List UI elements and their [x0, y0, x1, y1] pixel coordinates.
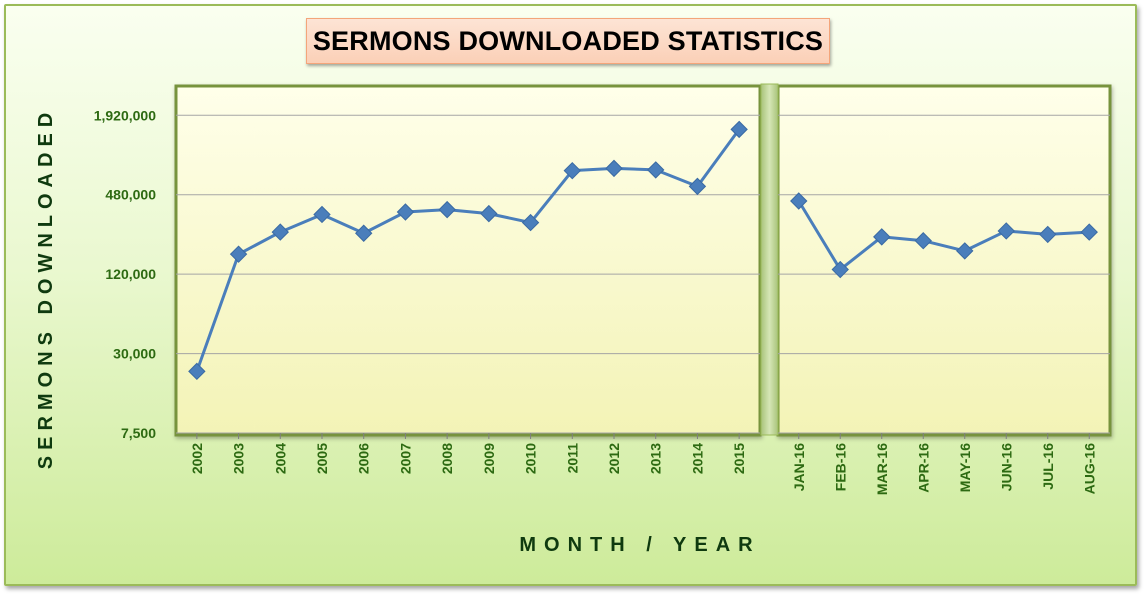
x-tick-label: MAR-16	[874, 443, 890, 495]
data-point-marker	[313, 205, 331, 224]
data-point-marker	[914, 232, 932, 250]
data-point-marker	[688, 177, 707, 196]
x-tick-label: 2005	[314, 443, 330, 474]
x-tick-label: JUL-16	[1040, 443, 1056, 490]
x-tick-label: 2010	[523, 443, 539, 474]
data-point-marker	[997, 222, 1015, 240]
x-tick-label: 2008	[439, 443, 455, 474]
data-point-marker	[271, 223, 289, 241]
x-tick-label: AUG-16	[1081, 443, 1097, 495]
y-tick-label: 30,000	[113, 346, 156, 362]
chart-title: SERMONS DOWNLOADED STATISTICS	[312, 25, 824, 56]
x-tick-label: 2012	[606, 443, 622, 474]
data-point-marker	[355, 224, 373, 242]
x-tick-label: JAN-16	[791, 443, 807, 491]
x-tick-label: 2011	[564, 443, 580, 474]
x-tick-labels: 2002 2003 2004 2005 2006 2007 2008 2009 2010 2011…	[189, 433, 1097, 495]
data-point-marker	[956, 242, 974, 260]
data-point-marker	[480, 204, 498, 223]
y-tick-label: 120,000	[105, 266, 156, 282]
x-tick-label: 2015	[731, 443, 747, 474]
plot-area-right	[776, 84, 1112, 437]
x-tick-label: 2002	[189, 443, 205, 474]
y-axis-title: SERMONS DOWNLOADED	[35, 107, 57, 469]
x-tick-label: 2004	[272, 443, 288, 474]
data-point-marker	[1080, 223, 1098, 241]
panel-separator	[760, 83, 779, 436]
data-point-marker	[790, 192, 808, 210]
x-tick-label: APR-16	[915, 443, 931, 493]
data-point-marker	[188, 362, 206, 381]
y-tick-labels: 7,500 30,000 120,000 480,000 1,920,000	[94, 107, 157, 441]
data-point-marker	[831, 260, 849, 279]
x-tick-label: FEB-16	[832, 443, 848, 491]
plot-area-left	[174, 84, 762, 437]
x-tick-label: 2009	[481, 443, 497, 474]
data-point-marker	[229, 245, 248, 263]
x-tick-label: 2003	[231, 443, 247, 474]
x-tick-label: 2006	[356, 443, 372, 474]
x-tick-label: JUN-16	[998, 443, 1014, 491]
data-point-marker	[521, 213, 540, 232]
gridlines	[176, 114, 1110, 434]
y-tick-label: 7,500	[121, 425, 156, 441]
data-point-marker	[730, 120, 748, 139]
y-tick-label: 1,920,000	[94, 107, 156, 123]
data-point-marker	[605, 159, 623, 178]
x-tick-label: 2014	[689, 443, 705, 474]
x-tick-label: 2007	[397, 443, 413, 474]
data-point-marker	[1039, 225, 1057, 244]
data-point-marker	[396, 203, 415, 221]
series-markers	[188, 120, 1098, 381]
x-tick-label: 2013	[648, 443, 664, 474]
x-tick-label: MAY-16	[957, 443, 973, 493]
chart-title-box: SERMONS DOWNLOADED STATISTICS	[306, 18, 830, 64]
data-point-marker	[873, 228, 891, 246]
data-point-marker	[563, 161, 581, 180]
data-point-marker	[647, 161, 665, 179]
y-tick-label: 480,000	[105, 187, 156, 203]
x-axis-title: MONTH / YEAR	[519, 534, 760, 556]
data-point-marker	[438, 200, 456, 219]
